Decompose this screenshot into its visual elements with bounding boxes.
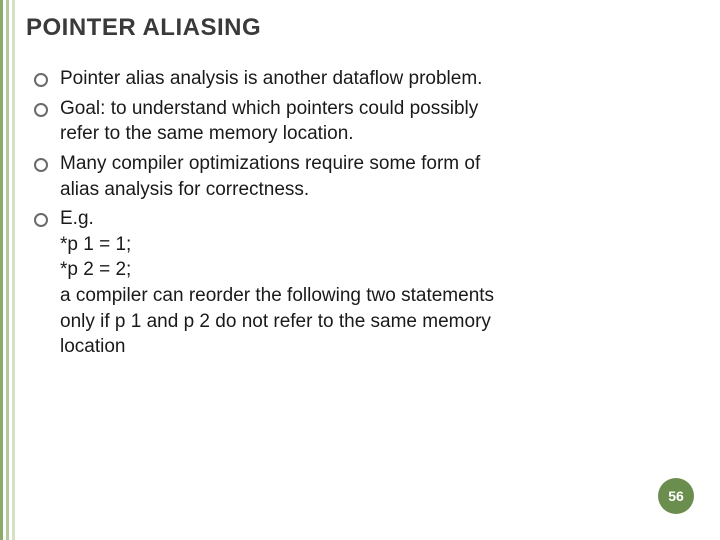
bullet-item: E.g.*p 1 = 1;*p 2 = 2;a compiler can reo…: [34, 206, 700, 360]
bullet-line: refer to the same memory location.: [60, 121, 700, 147]
left-stripe-3: [12, 0, 15, 540]
bullet-line: only if p 1 and p 2 do not refer to the …: [60, 309, 700, 335]
bullet-line: *p 2 = 2;: [60, 257, 700, 283]
page-number-badge: 56: [658, 478, 694, 514]
slide-content: POINTER ALIASING Pointer alias analysis …: [26, 14, 700, 364]
bullet-item: Many compiler optimizations require some…: [34, 151, 700, 202]
left-stripe-2: [6, 0, 9, 540]
bullet-line: Many compiler optimizations require some…: [60, 151, 700, 177]
bullet-line: E.g.: [60, 206, 700, 232]
bullet-line: a compiler can reorder the following two…: [60, 283, 700, 309]
bullet-line: Goal: to understand which pointers could…: [60, 96, 700, 122]
bullet-line: alias analysis for correctness.: [60, 177, 700, 203]
bullet-line: *p 1 = 1;: [60, 232, 700, 258]
left-stripe-1: [0, 0, 3, 540]
page-number: 56: [668, 488, 684, 504]
bullet-item: Goal: to understand which pointers could…: [34, 96, 700, 147]
slide-title: POINTER ALIASING: [26, 14, 700, 42]
bullet-line: location: [60, 334, 700, 360]
bullet-item: Pointer alias analysis is another datafl…: [34, 66, 700, 92]
bullet-list: Pointer alias analysis is another datafl…: [26, 66, 700, 360]
bullet-line: Pointer alias analysis is another datafl…: [60, 66, 700, 92]
